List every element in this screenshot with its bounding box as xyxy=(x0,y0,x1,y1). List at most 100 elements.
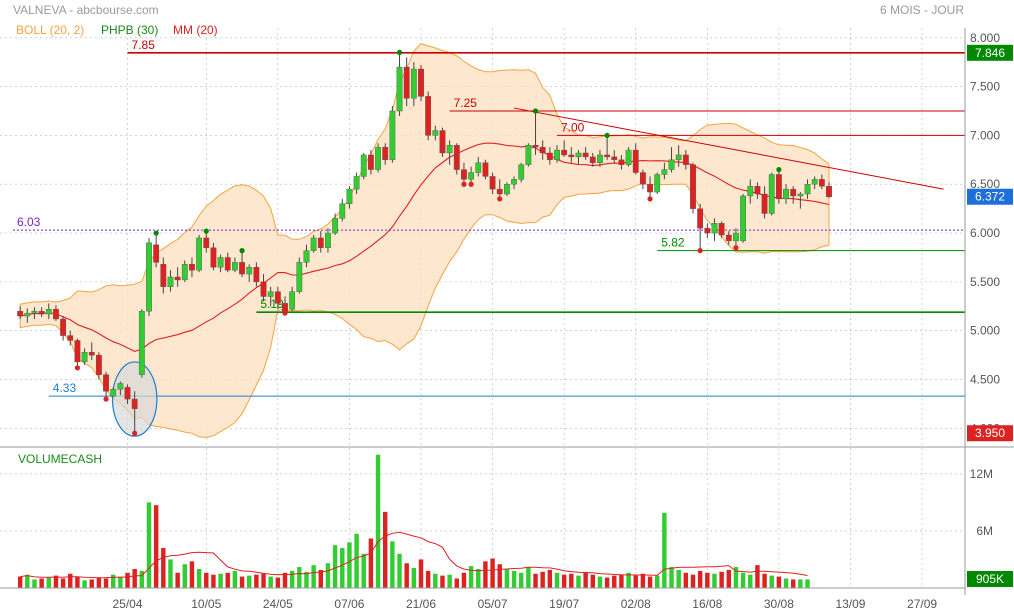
candle-up xyxy=(597,154,603,163)
candle-down xyxy=(704,227,711,234)
candle-up xyxy=(31,310,38,314)
date-tick-label: 05/07 xyxy=(478,597,508,611)
volume-bar-down xyxy=(612,575,617,588)
volume-bar-up xyxy=(347,542,352,588)
candle-down xyxy=(618,159,625,165)
candle-down xyxy=(690,164,696,209)
candle-up xyxy=(711,223,718,234)
candle-down xyxy=(174,276,181,281)
candle-down xyxy=(546,152,553,161)
volume-tag-last xyxy=(967,571,1013,587)
candle-down xyxy=(682,154,689,165)
volume-bar-down xyxy=(96,577,102,588)
volume-bar-down xyxy=(239,576,245,588)
price-tick-label: 6.000 xyxy=(970,226,1000,240)
candle-down xyxy=(282,303,288,312)
volume-bar-up xyxy=(669,567,674,588)
volume-bar-down xyxy=(175,572,180,588)
swing-low-dot xyxy=(132,430,138,436)
volume-bar-up xyxy=(168,559,173,588)
candle-up xyxy=(246,267,253,275)
volume-bar-up xyxy=(576,575,581,588)
candle-down xyxy=(38,310,45,315)
volume-bar-up xyxy=(118,576,123,588)
candle-down xyxy=(439,130,446,154)
candle-down xyxy=(496,188,503,195)
candle-up xyxy=(783,188,789,200)
candle-down xyxy=(60,318,67,336)
volume-bar-down xyxy=(762,573,767,588)
volume-tick-label: 6M xyxy=(976,524,993,538)
candle-down xyxy=(775,174,782,200)
volume-bar-up xyxy=(676,569,681,588)
candle-down xyxy=(489,176,496,190)
swing-high-dot xyxy=(776,166,782,173)
volume-bar-up xyxy=(662,512,667,588)
candle-down xyxy=(253,267,260,283)
volume-bar-down xyxy=(647,576,653,588)
candle-up xyxy=(804,184,811,195)
volume-bar-down xyxy=(60,578,66,588)
volume-bar-down xyxy=(189,561,195,588)
date-tick-label: 27/09 xyxy=(907,597,937,611)
candle-down xyxy=(74,340,81,363)
candle-up xyxy=(296,262,303,292)
swing-high-dot xyxy=(153,230,159,236)
volume-bar-down xyxy=(604,577,610,588)
swing-low-dot xyxy=(461,181,467,187)
candle-up xyxy=(81,351,88,363)
volume-bar-down xyxy=(583,572,588,588)
volume-bar-down xyxy=(404,563,409,588)
date-tick-label: 24/05 xyxy=(263,597,293,611)
price-tick-label: 8.000 xyxy=(970,31,1000,45)
volume-bar-down xyxy=(776,576,782,588)
candle-down xyxy=(274,291,281,304)
candle-down xyxy=(582,152,589,158)
volume-bar-down xyxy=(533,573,538,588)
candle-up xyxy=(167,276,174,287)
date-tick-label: 30/08 xyxy=(764,597,794,611)
volume-bar-down xyxy=(75,576,80,588)
date-tick-label: 16/08 xyxy=(692,597,722,611)
volume-bar-up xyxy=(232,570,238,588)
volume-bar-up xyxy=(468,566,474,588)
candle-up xyxy=(231,262,238,271)
candle-up xyxy=(503,184,510,195)
price-tick-label: 7.500 xyxy=(970,80,1000,94)
volume-bar-up xyxy=(82,580,87,588)
volume-bar-up xyxy=(246,575,252,588)
level-label-resistance: 7.25 xyxy=(454,96,478,110)
price-tag-low xyxy=(967,425,1013,442)
volume-bar-down xyxy=(454,578,460,588)
candle-up xyxy=(410,68,417,99)
candle-up xyxy=(525,144,532,165)
candle-down xyxy=(224,257,231,271)
candle-down xyxy=(725,234,732,242)
candle-up xyxy=(511,179,517,185)
candle-up xyxy=(811,179,818,185)
volume-bar-up xyxy=(340,548,345,588)
volume-bar-up xyxy=(411,568,417,588)
swing-low-dot xyxy=(733,245,739,251)
volume-bar-down xyxy=(590,574,596,588)
candle-down xyxy=(210,247,217,268)
candle-down xyxy=(461,169,467,180)
volume-panel xyxy=(17,454,810,588)
volume-bar-up xyxy=(447,574,452,588)
volume-bar-down xyxy=(497,564,502,588)
candle-up xyxy=(303,250,310,263)
candle-down xyxy=(53,309,59,320)
volume-bar-up xyxy=(325,563,331,588)
candle-down xyxy=(754,185,761,195)
candle-down xyxy=(482,162,489,177)
candle-down xyxy=(826,185,832,198)
volume-bar-down xyxy=(368,538,374,588)
candle-up xyxy=(654,174,661,193)
volume-bar-up xyxy=(311,565,316,588)
candle-down xyxy=(203,237,210,248)
level-label-pivot: 6.03 xyxy=(17,215,41,229)
candle-down xyxy=(718,223,725,236)
candle-down xyxy=(561,149,568,156)
volume-bar-down xyxy=(39,578,44,588)
candle-down xyxy=(153,244,160,263)
